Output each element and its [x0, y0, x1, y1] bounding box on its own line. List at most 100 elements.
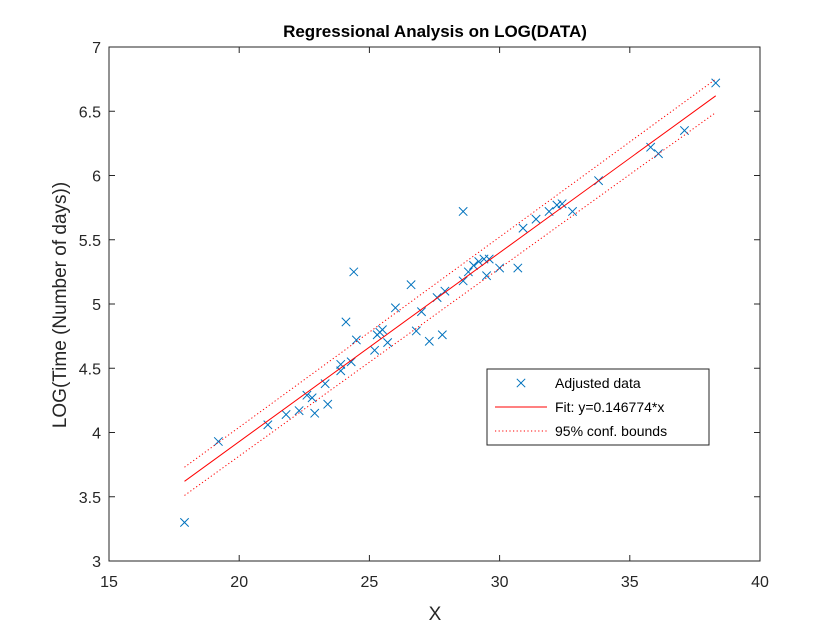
data-point-23: [411, 326, 421, 336]
data-point-stroke-b-3: [281, 409, 291, 420]
data-point-stroke-b-19: [377, 325, 387, 335]
data-point-11: [336, 366, 346, 376]
y-tick-label-3: 4.5: [79, 361, 101, 378]
y-tick-label-2: 4: [92, 426, 101, 443]
data-point-stroke-b-14: [349, 267, 359, 277]
y-tick-label-7: 6.5: [79, 104, 101, 121]
data-point-stroke-b-48: [679, 125, 690, 136]
data-point-46: [646, 142, 656, 152]
x-axis-label: X: [429, 604, 442, 625]
data-point-30: [458, 276, 468, 286]
y-tick-label-4: 5: [92, 297, 101, 314]
data-point-12: [341, 317, 351, 327]
y-tick-label-5: 5.5: [79, 233, 101, 250]
data-point-15: [351, 335, 361, 345]
data-point-stroke-b-49: [711, 78, 721, 88]
data-point-stroke-b-5: [302, 390, 312, 400]
data-point-stroke-b-44: [567, 206, 578, 217]
data-point-10: [336, 359, 346, 369]
legend-label-2: 95% conf. bounds: [555, 423, 667, 439]
y-tick-label-8: 7: [92, 40, 101, 57]
data-point-stroke-b-30: [458, 276, 468, 286]
confidence-bound-line-3: [184, 112, 717, 496]
data-point-0: [179, 517, 190, 528]
data-point-stroke-b-9: [323, 399, 333, 409]
data-point-stroke-b-8: [320, 379, 330, 389]
axes-box: [108, 46, 761, 562]
data-point-29: [458, 206, 468, 217]
data-point-6: [307, 393, 317, 403]
data-point-20: [383, 337, 393, 348]
data-point-21: [390, 303, 400, 313]
x-tick-label-5: 40: [751, 574, 769, 591]
data-point-stroke-b-7: [310, 408, 320, 418]
data-point-22: [406, 280, 416, 290]
data-point-19: [377, 325, 387, 335]
data-point-stroke-b-20: [383, 337, 393, 348]
data-point-stroke-b-42: [552, 200, 562, 210]
confidence-bound-line-2: [184, 78, 717, 468]
data-point-37: [495, 263, 505, 273]
data-point-stroke-b-24: [416, 307, 427, 317]
data-point-stroke-b-1: [213, 436, 223, 447]
data-point-stroke-b-41: [544, 206, 554, 217]
data-point-stroke-b-11: [336, 366, 346, 376]
x-tick-label-2: 25: [361, 574, 379, 591]
data-point-4: [294, 406, 304, 416]
data-point-38: [513, 263, 523, 273]
data-point-9: [323, 399, 333, 409]
data-point-14: [349, 267, 359, 277]
data-point-stroke-b-46: [646, 142, 656, 152]
data-point-stroke-b-39: [518, 223, 528, 233]
data-point-25: [424, 336, 434, 346]
data-point-33: [474, 257, 484, 267]
legend-marker-b: [516, 378, 526, 388]
legend-box: [486, 368, 710, 446]
x-tick-label-4: 35: [621, 574, 639, 591]
data-point-stroke-b-43: [557, 199, 567, 209]
chart-title: Regressional Analysis on LOG(DATA): [283, 22, 587, 41]
data-point-42: [552, 200, 562, 210]
data-point-43: [557, 199, 567, 209]
plot-area: 15 20 25 30 35 40 3 3.5 4 4.5 5 5.5 6 6.5 7: [79, 40, 769, 591]
data-point-24: [416, 307, 427, 317]
data-point-stroke-b-37: [495, 263, 505, 273]
data-point-stroke-b-6: [307, 393, 317, 403]
data-point-49: [711, 78, 721, 88]
data-point-stroke-b-23: [411, 326, 421, 336]
data-point-stroke-b-21: [390, 303, 400, 313]
data-point-stroke-b-10: [336, 359, 346, 369]
data-point-2: [263, 420, 273, 430]
data-point-3: [281, 409, 291, 420]
data-point-stroke-b-32: [469, 260, 479, 271]
y-axis-label: LOG(Time (Number of days)): [50, 182, 71, 428]
data-point-stroke-b-16: [370, 345, 380, 355]
x-tick-label-1: 20: [230, 574, 248, 591]
legend-label-1: Fit: y=0.146774*x: [555, 399, 664, 415]
x-tick-label-3: 30: [491, 574, 509, 591]
data-point-5: [302, 390, 312, 400]
data-point-stroke-b-31: [463, 267, 473, 277]
data-point-35: [482, 271, 492, 281]
legend-label-0: Adjusted data: [555, 375, 641, 391]
data-point-stroke-b-29: [458, 206, 468, 217]
data-point-1: [213, 436, 223, 447]
data-point-stroke-b-35: [482, 271, 492, 281]
data-point-44: [567, 206, 578, 217]
data-point-stroke-b-25: [424, 336, 434, 346]
data-point-7: [310, 408, 320, 418]
x-tick-label-0: 15: [100, 574, 118, 591]
data-point-stroke-b-33: [474, 257, 484, 267]
data-point-stroke-b-12: [341, 317, 351, 327]
data-point-39: [518, 223, 528, 233]
data-point-40: [531, 214, 541, 224]
data-point-stroke-b-0: [179, 517, 190, 528]
data-point-stroke-b-40: [531, 214, 541, 224]
data-point-stroke-b-22: [406, 280, 416, 290]
legend: Adjusted data Fit: y=0.146774*x 95% conf. …: [486, 368, 710, 446]
data-point-stroke-b-27: [437, 330, 447, 340]
y-tick-label-6: 6: [92, 169, 101, 186]
y-tick-label-0: 3: [92, 554, 101, 571]
data-point-13: [346, 357, 356, 367]
